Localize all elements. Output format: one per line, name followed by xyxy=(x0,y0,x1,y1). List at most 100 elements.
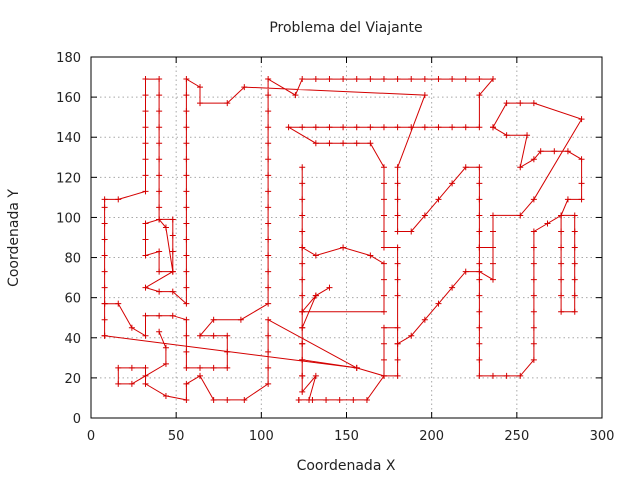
city-marker xyxy=(476,124,483,131)
city-marker xyxy=(265,316,272,323)
city-marker xyxy=(183,348,190,355)
city-marker xyxy=(558,212,565,219)
city-marker xyxy=(265,284,272,291)
city-marker xyxy=(476,164,483,171)
city-marker xyxy=(530,276,537,283)
city-marker xyxy=(241,84,248,91)
city-marker xyxy=(367,124,374,131)
city-marker xyxy=(156,248,163,255)
y-tick-label: 80 xyxy=(64,252,81,267)
city-marker xyxy=(489,260,496,267)
city-marker xyxy=(394,180,401,187)
city-marker xyxy=(299,228,306,235)
city-marker xyxy=(421,316,428,323)
city-marker xyxy=(162,344,169,351)
city-marker xyxy=(265,188,272,195)
city-marker xyxy=(476,292,483,299)
x-tick-label: 100 xyxy=(249,429,274,444)
city-marker xyxy=(503,372,510,379)
city-marker xyxy=(435,300,442,307)
city-marker xyxy=(101,284,108,291)
city-marker xyxy=(530,340,537,347)
city-marker xyxy=(503,132,510,139)
city-marker xyxy=(115,300,122,307)
city-marker xyxy=(380,260,387,267)
city-marker xyxy=(517,100,524,107)
grid-lines xyxy=(91,57,602,418)
city-marker xyxy=(142,364,149,371)
city-marker xyxy=(408,332,415,339)
city-marker xyxy=(128,380,135,387)
city-marker xyxy=(380,164,387,171)
city-marker xyxy=(558,228,565,235)
city-marker xyxy=(156,204,163,211)
city-marker xyxy=(323,396,330,403)
city-markers xyxy=(101,76,585,403)
city-marker xyxy=(558,308,565,315)
city-marker xyxy=(265,172,272,179)
city-marker xyxy=(394,340,401,347)
city-marker xyxy=(571,212,578,219)
city-marker xyxy=(156,268,163,275)
city-marker xyxy=(462,124,469,131)
city-marker xyxy=(128,364,135,371)
city-marker xyxy=(394,212,401,219)
city-marker xyxy=(578,156,585,163)
city-marker xyxy=(162,224,169,231)
x-tick-label: 0 xyxy=(87,429,95,444)
route-segment-3 xyxy=(298,167,385,401)
x-tick-label: 300 xyxy=(590,429,615,444)
city-marker xyxy=(571,228,578,235)
city-marker xyxy=(326,124,333,131)
city-marker xyxy=(210,332,217,339)
city-marker xyxy=(394,260,401,267)
city-marker xyxy=(476,308,483,315)
city-marker xyxy=(394,228,401,235)
city-marker xyxy=(380,124,387,131)
city-marker xyxy=(265,236,272,243)
city-marker xyxy=(312,76,319,83)
city-marker xyxy=(156,188,163,195)
city-marker xyxy=(394,76,401,83)
city-marker xyxy=(162,360,169,367)
y-tick-label: 60 xyxy=(64,292,81,307)
city-marker xyxy=(530,100,537,107)
city-marker xyxy=(197,100,204,107)
city-marker xyxy=(169,232,176,239)
city-marker xyxy=(312,372,319,379)
city-marker xyxy=(394,292,401,299)
city-marker xyxy=(489,124,496,131)
city-marker xyxy=(489,276,496,283)
y-axis-label: Coordenada Y xyxy=(6,189,22,287)
city-marker xyxy=(210,364,217,371)
city-marker xyxy=(544,220,551,227)
city-marker xyxy=(265,156,272,163)
city-marker xyxy=(571,276,578,283)
city-marker xyxy=(394,244,401,251)
city-marker xyxy=(183,220,190,227)
city-marker xyxy=(265,124,272,131)
city-marker xyxy=(142,284,149,291)
city-marker xyxy=(169,312,176,319)
city-marker xyxy=(183,396,190,403)
city-marker xyxy=(197,332,204,339)
x-tick-label: 200 xyxy=(419,429,444,444)
route-segment-4 xyxy=(478,102,583,377)
city-marker xyxy=(408,76,415,83)
city-marker xyxy=(101,316,108,323)
city-marker xyxy=(101,196,108,203)
axis-ticks xyxy=(90,56,603,419)
city-marker xyxy=(380,308,387,315)
city-marker xyxy=(462,76,469,83)
city-marker xyxy=(299,308,306,315)
city-marker xyxy=(353,76,360,83)
city-marker xyxy=(408,124,415,131)
city-marker xyxy=(265,76,272,83)
city-marker xyxy=(169,248,176,255)
city-marker xyxy=(449,180,456,187)
city-marker xyxy=(312,124,319,131)
x-tick-label: 50 xyxy=(168,429,185,444)
city-marker xyxy=(224,332,231,339)
city-marker xyxy=(380,292,387,299)
